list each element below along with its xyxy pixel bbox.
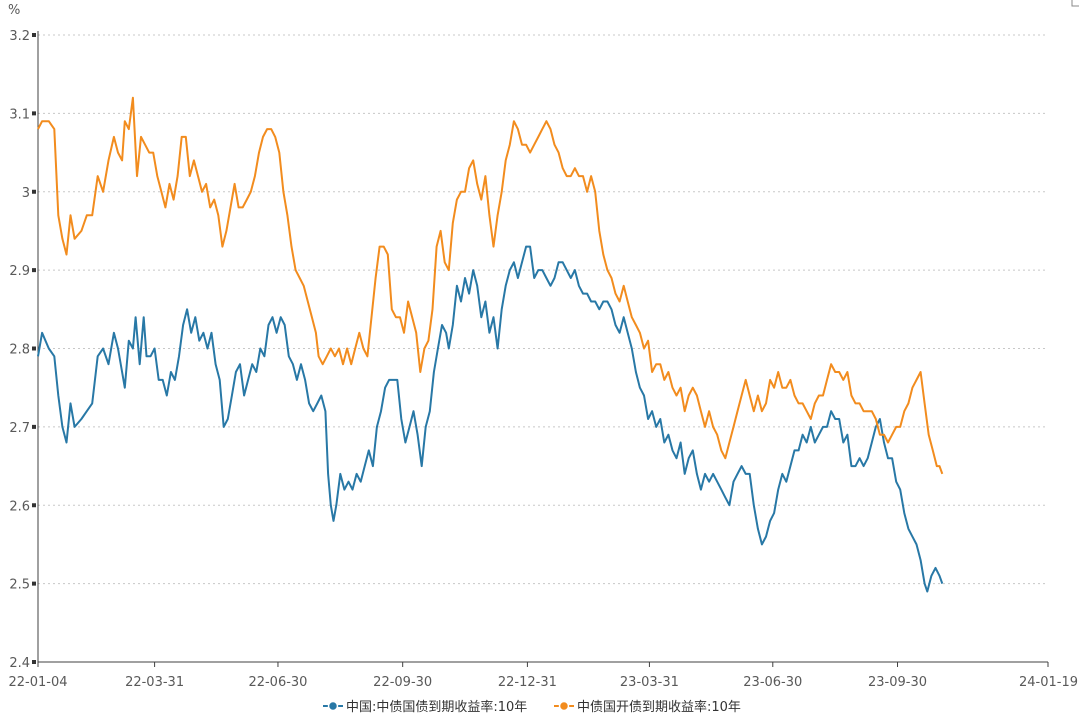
x-tick-label: 22-06-30 [248, 675, 307, 690]
y-tick-mark [32, 268, 36, 273]
y-tick-label: 3.1 [9, 107, 30, 122]
y-tick-label: 2.8 [9, 343, 30, 358]
y-tick-label: 2.4 [9, 656, 30, 671]
legend-label: 中债国开债到期收益率:10年 [577, 699, 741, 715]
y-tick-mark [32, 503, 36, 508]
y-tick-label: 3.2 [9, 29, 30, 44]
y-tick-label: 2.9 [9, 264, 30, 279]
corner-mark [1071, 0, 1079, 7]
legend-label: 中国:中债国债到期收益率:10年 [346, 699, 527, 715]
y-tick-label: 3 [22, 186, 30, 201]
y-tick-mark [32, 660, 36, 664]
legend: 中国:中债国债到期收益率:10年 中债国开债到期收益率:10年 [323, 699, 741, 715]
x-tick-label: 23-06-30 [743, 675, 802, 690]
series-line-gov-bond-10y [37, 245, 944, 593]
y-tick-mark [32, 189, 36, 194]
x-tick-label: 23-03-31 [620, 675, 679, 690]
axis-layer: 2.4 2.5 2.6 2.7 2.8 2.9 3 3.1 3.2 22-01-04 22-03-3… [8, 29, 1078, 690]
x-tick-label: 22-09-30 [373, 675, 432, 690]
x-tick-label: 22-12-31 [498, 675, 557, 690]
x-tick-label: 22-01-04 [8, 675, 67, 690]
legend-marker [558, 700, 570, 712]
y-tick-mark [32, 33, 36, 37]
y-tick-mark [32, 424, 36, 429]
y-tick-mark [32, 581, 36, 586]
y-tick-mark [32, 111, 36, 116]
y-axis-unit-label: % [8, 3, 20, 18]
x-tick-label: 22-03-31 [125, 675, 184, 690]
y-tick-label: 2.5 [9, 578, 30, 593]
legend-marker [327, 700, 339, 712]
series-line-cdb-bond-10y [37, 96, 944, 475]
x-tick-label: 23-09-30 [868, 675, 927, 690]
grid-layer [38, 34, 1048, 585]
y-tick-label: 2.7 [9, 421, 30, 436]
x-tick-label: 24-01-19 [1019, 675, 1078, 690]
series-layer [37, 96, 944, 593]
y-tick-label: 2.6 [9, 499, 30, 514]
y-tick-mark [32, 346, 36, 351]
